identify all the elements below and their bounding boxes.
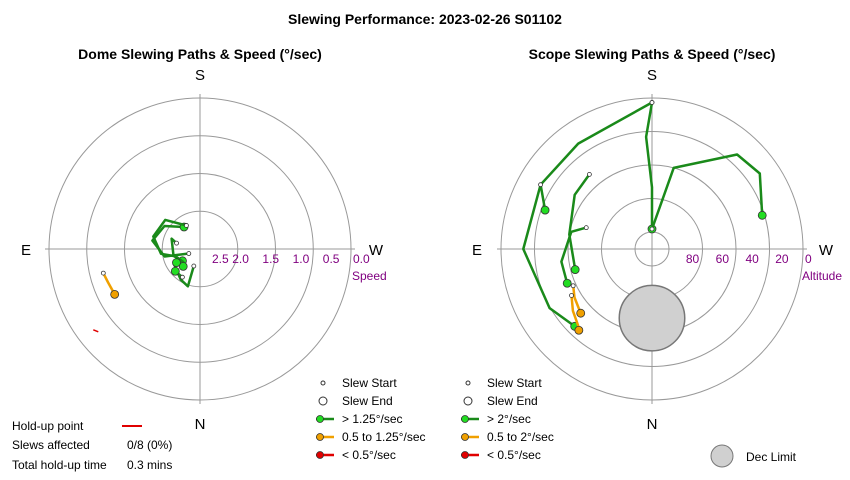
scope-slew-start-point — [586, 171, 592, 177]
dec-limit-legend: Dec Limit — [710, 444, 797, 468]
legend-label: < 0.5°/sec — [342, 448, 396, 462]
main-title: Slewing Performance: 2023-02-26 S01102 — [288, 11, 562, 27]
dome-slew-start-point — [174, 240, 179, 246]
dome-slew-start-point — [186, 251, 192, 256]
scope-slew-end-point — [576, 308, 586, 318]
legend-label: > 1.25°/sec — [342, 412, 403, 426]
dec-limit-label: Dec Limit — [746, 450, 797, 464]
holdup-mark — [93, 329, 99, 333]
dome-slew-end-point — [178, 261, 188, 271]
scope-chart: Scope Slewing Paths & Speed (°/sec) S N … — [472, 46, 842, 433]
scope-legend: Slew Start Slew End > 2°/sec 0.5 to 2°/sec <… — [461, 376, 554, 462]
dome-slew-end-point — [172, 258, 181, 267]
dome-dir-bottom: N — [195, 416, 206, 433]
slews-affected-label: Slews affected — [12, 438, 90, 452]
dome-radial-label: Speed — [352, 269, 387, 283]
dome-paths — [100, 218, 197, 299]
holdup-info: Hold-up point Slews affected 0/8 (0%) To… — [12, 419, 172, 472]
scope-slew-path — [522, 101, 653, 328]
scope-slew-start-point — [583, 225, 589, 231]
scope-slew-end-point — [574, 325, 584, 335]
dome-tick-label: 0.0 — [353, 252, 370, 266]
dome-radial-ticks: 2.5 2.0 1.5 1.0 0.5 0.0 — [212, 252, 370, 266]
scope-slew-path — [560, 226, 587, 284]
legend-label: Slew End — [487, 394, 538, 408]
dome-chart-title: Dome Slewing Paths & Speed (°/sec) — [78, 46, 322, 62]
scope-radial-label: Altitude — [802, 269, 842, 283]
scope-slew-start-point — [538, 182, 543, 188]
legend-end-marker — [463, 396, 473, 406]
scope-slew-start-point — [570, 283, 576, 289]
dome-tick-label: 0.5 — [323, 252, 340, 266]
dome-slew-start-point — [100, 270, 106, 276]
scope-slew-path — [571, 285, 582, 314]
dome-grid — [45, 94, 355, 404]
scope-tick-label: 60 — [716, 252, 730, 266]
legend-start-marker — [465, 380, 471, 386]
dome-legend: Slew Start Slew End > 1.25°/sec 0.5 to 1.25… — [316, 376, 426, 462]
dome-slew-start-point — [191, 263, 197, 269]
scope-slew-path — [568, 173, 591, 270]
scope-dec-limit — [618, 284, 686, 352]
legend-label: 0.5 to 2°/sec — [487, 430, 554, 444]
legend-dot-medium — [316, 433, 324, 441]
scope-dir-right: W — [819, 242, 834, 259]
dome-slew-start-point — [179, 274, 185, 280]
legend-label: < 0.5°/sec — [487, 448, 541, 462]
legend-dot-medium — [461, 433, 469, 441]
dome-dir-left: E — [21, 242, 31, 259]
scope-slew-end-point — [540, 205, 550, 215]
scope-dir-left: E — [472, 242, 482, 259]
scope-slew-path — [650, 153, 764, 230]
scope-slew-path — [644, 102, 654, 229]
legend-label: Slew Start — [487, 376, 542, 390]
legend-dot-fast — [316, 415, 324, 423]
scope-radial-ticks: 80 60 40 20 0 — [686, 252, 812, 266]
total-holdup-value: 0.3 mins — [127, 458, 172, 472]
holdup-point-label: Hold-up point — [12, 419, 84, 433]
scope-tick-label: 0 — [805, 252, 812, 266]
dome-slew-start-point — [184, 223, 189, 228]
legend-start-marker — [320, 380, 326, 386]
scope-tick-label: 80 — [686, 252, 700, 266]
scope-grid — [497, 94, 807, 404]
scope-chart-title: Scope Slewing Paths & Speed (°/sec) — [529, 46, 776, 62]
legend-dot-fast — [461, 415, 469, 423]
dome-dir-top: S — [195, 67, 205, 84]
legend-dot-slow — [316, 451, 324, 459]
scope-tick-label: 20 — [775, 252, 789, 266]
scope-dir-top: S — [647, 67, 657, 84]
legend-dot-slow — [461, 451, 469, 459]
scope-slew-end-point — [757, 210, 767, 220]
dome-slew-end-point — [170, 266, 180, 276]
dome-tick-label: 1.5 — [262, 252, 279, 266]
dome-tick-label: 2.5 — [212, 252, 229, 266]
scope-dir-bottom: N — [647, 416, 658, 433]
total-holdup-label: Total hold-up time — [12, 458, 107, 472]
dome-chart: Dome Slewing Paths & Speed (°/sec) S N E… — [21, 46, 387, 433]
legend-label: Slew Start — [342, 376, 397, 390]
scope-slew-end-point — [570, 265, 580, 274]
dome-dir-right: W — [369, 242, 384, 259]
legend-label: 0.5 to 1.25°/sec — [342, 430, 426, 444]
legend-label: > 2°/sec — [487, 412, 531, 426]
dec-limit-circle — [618, 284, 686, 352]
dome-slew-end-point — [110, 289, 120, 299]
scope-slew-end-point — [562, 278, 572, 288]
scope-slew-start-point — [649, 226, 655, 232]
dome-slew-path — [102, 272, 116, 296]
slews-affected-value: 0/8 (0%) — [127, 438, 172, 452]
scope-paths — [522, 100, 767, 335]
legend-end-marker — [318, 396, 328, 406]
dec-limit-swatch — [710, 444, 734, 468]
dome-holdup-marks — [93, 329, 99, 333]
scope-tick-label: 40 — [745, 252, 759, 266]
scope-slew-start-point — [649, 100, 655, 105]
legend-label: Slew End — [342, 394, 393, 408]
dome-tick-label: 1.0 — [293, 252, 310, 266]
scope-slew-start-point — [569, 293, 574, 298]
dome-tick-label: 2.0 — [232, 252, 249, 266]
